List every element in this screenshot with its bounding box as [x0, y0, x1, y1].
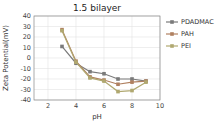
- x-grid-line: [48, 16, 49, 100]
- series-marker: [60, 45, 64, 49]
- series-marker: [130, 77, 134, 81]
- y-grid-line: [34, 58, 160, 59]
- y-tick-label: 10: [23, 44, 31, 52]
- y-tick-label: -30: [20, 86, 31, 94]
- series-marker: [116, 77, 120, 81]
- series-marker: [116, 90, 120, 94]
- series-marker: [102, 79, 106, 83]
- legend: PDADMAC PAH PEI: [166, 18, 214, 50]
- chart: -40 -30 -20 -10 0 10 20 30 40 2 4 6 8 10 1.5 bilayer pH…: [0, 0, 220, 124]
- series-line: [62, 31, 146, 92]
- y-grid-line: [34, 68, 160, 69]
- y-tick-label: -40: [20, 96, 31, 104]
- series-marker: [88, 76, 92, 80]
- series-line: [62, 30, 146, 85]
- y-tick-label: -10: [20, 65, 31, 73]
- x-tick-label: 8: [130, 102, 134, 110]
- x-grid-line: [132, 16, 133, 100]
- x-tick-label: 4: [74, 102, 78, 110]
- legend-marker: [170, 44, 174, 48]
- legend-marker: [170, 32, 174, 36]
- grid: [34, 16, 160, 100]
- plot-data: [60, 28, 148, 94]
- legend-label: PDADMAC: [181, 18, 214, 26]
- plot-frame: [34, 16, 160, 100]
- series-marker: [102, 72, 106, 76]
- title: 1.5 bilayer: [73, 3, 121, 13]
- x-tick-label: 6: [102, 102, 106, 110]
- legend-label: PAH: [181, 30, 194, 38]
- y-tick-label: -20: [20, 75, 31, 83]
- series-line: [62, 46, 146, 81]
- series-marker: [74, 60, 78, 64]
- y-tick-label: 40: [23, 12, 31, 20]
- y-grid-line: [34, 37, 160, 38]
- x-grid-line: [104, 16, 105, 100]
- legend-label: PEI: [181, 42, 191, 50]
- x-grid-line: [76, 16, 77, 100]
- series-marker: [144, 80, 148, 84]
- y-tick-label: 20: [23, 33, 31, 41]
- y-grid-line: [34, 47, 160, 48]
- x-tick-label: 10: [156, 102, 164, 110]
- y-tick-label: 0: [27, 54, 31, 62]
- series-marker: [60, 29, 64, 33]
- y-grid-line: [34, 89, 160, 90]
- series-marker: [130, 89, 134, 93]
- series-marker: [88, 70, 92, 74]
- y-grid-line: [34, 26, 160, 27]
- legend-marker: [170, 20, 174, 24]
- y-tick-label: 30: [23, 23, 31, 31]
- series-marker: [116, 82, 120, 86]
- x-tick-label: 2: [46, 102, 50, 110]
- x-axis-label: pH: [92, 113, 102, 121]
- series-marker: [130, 80, 134, 84]
- y-axis-label: Zeta Potential(mV): [2, 25, 10, 91]
